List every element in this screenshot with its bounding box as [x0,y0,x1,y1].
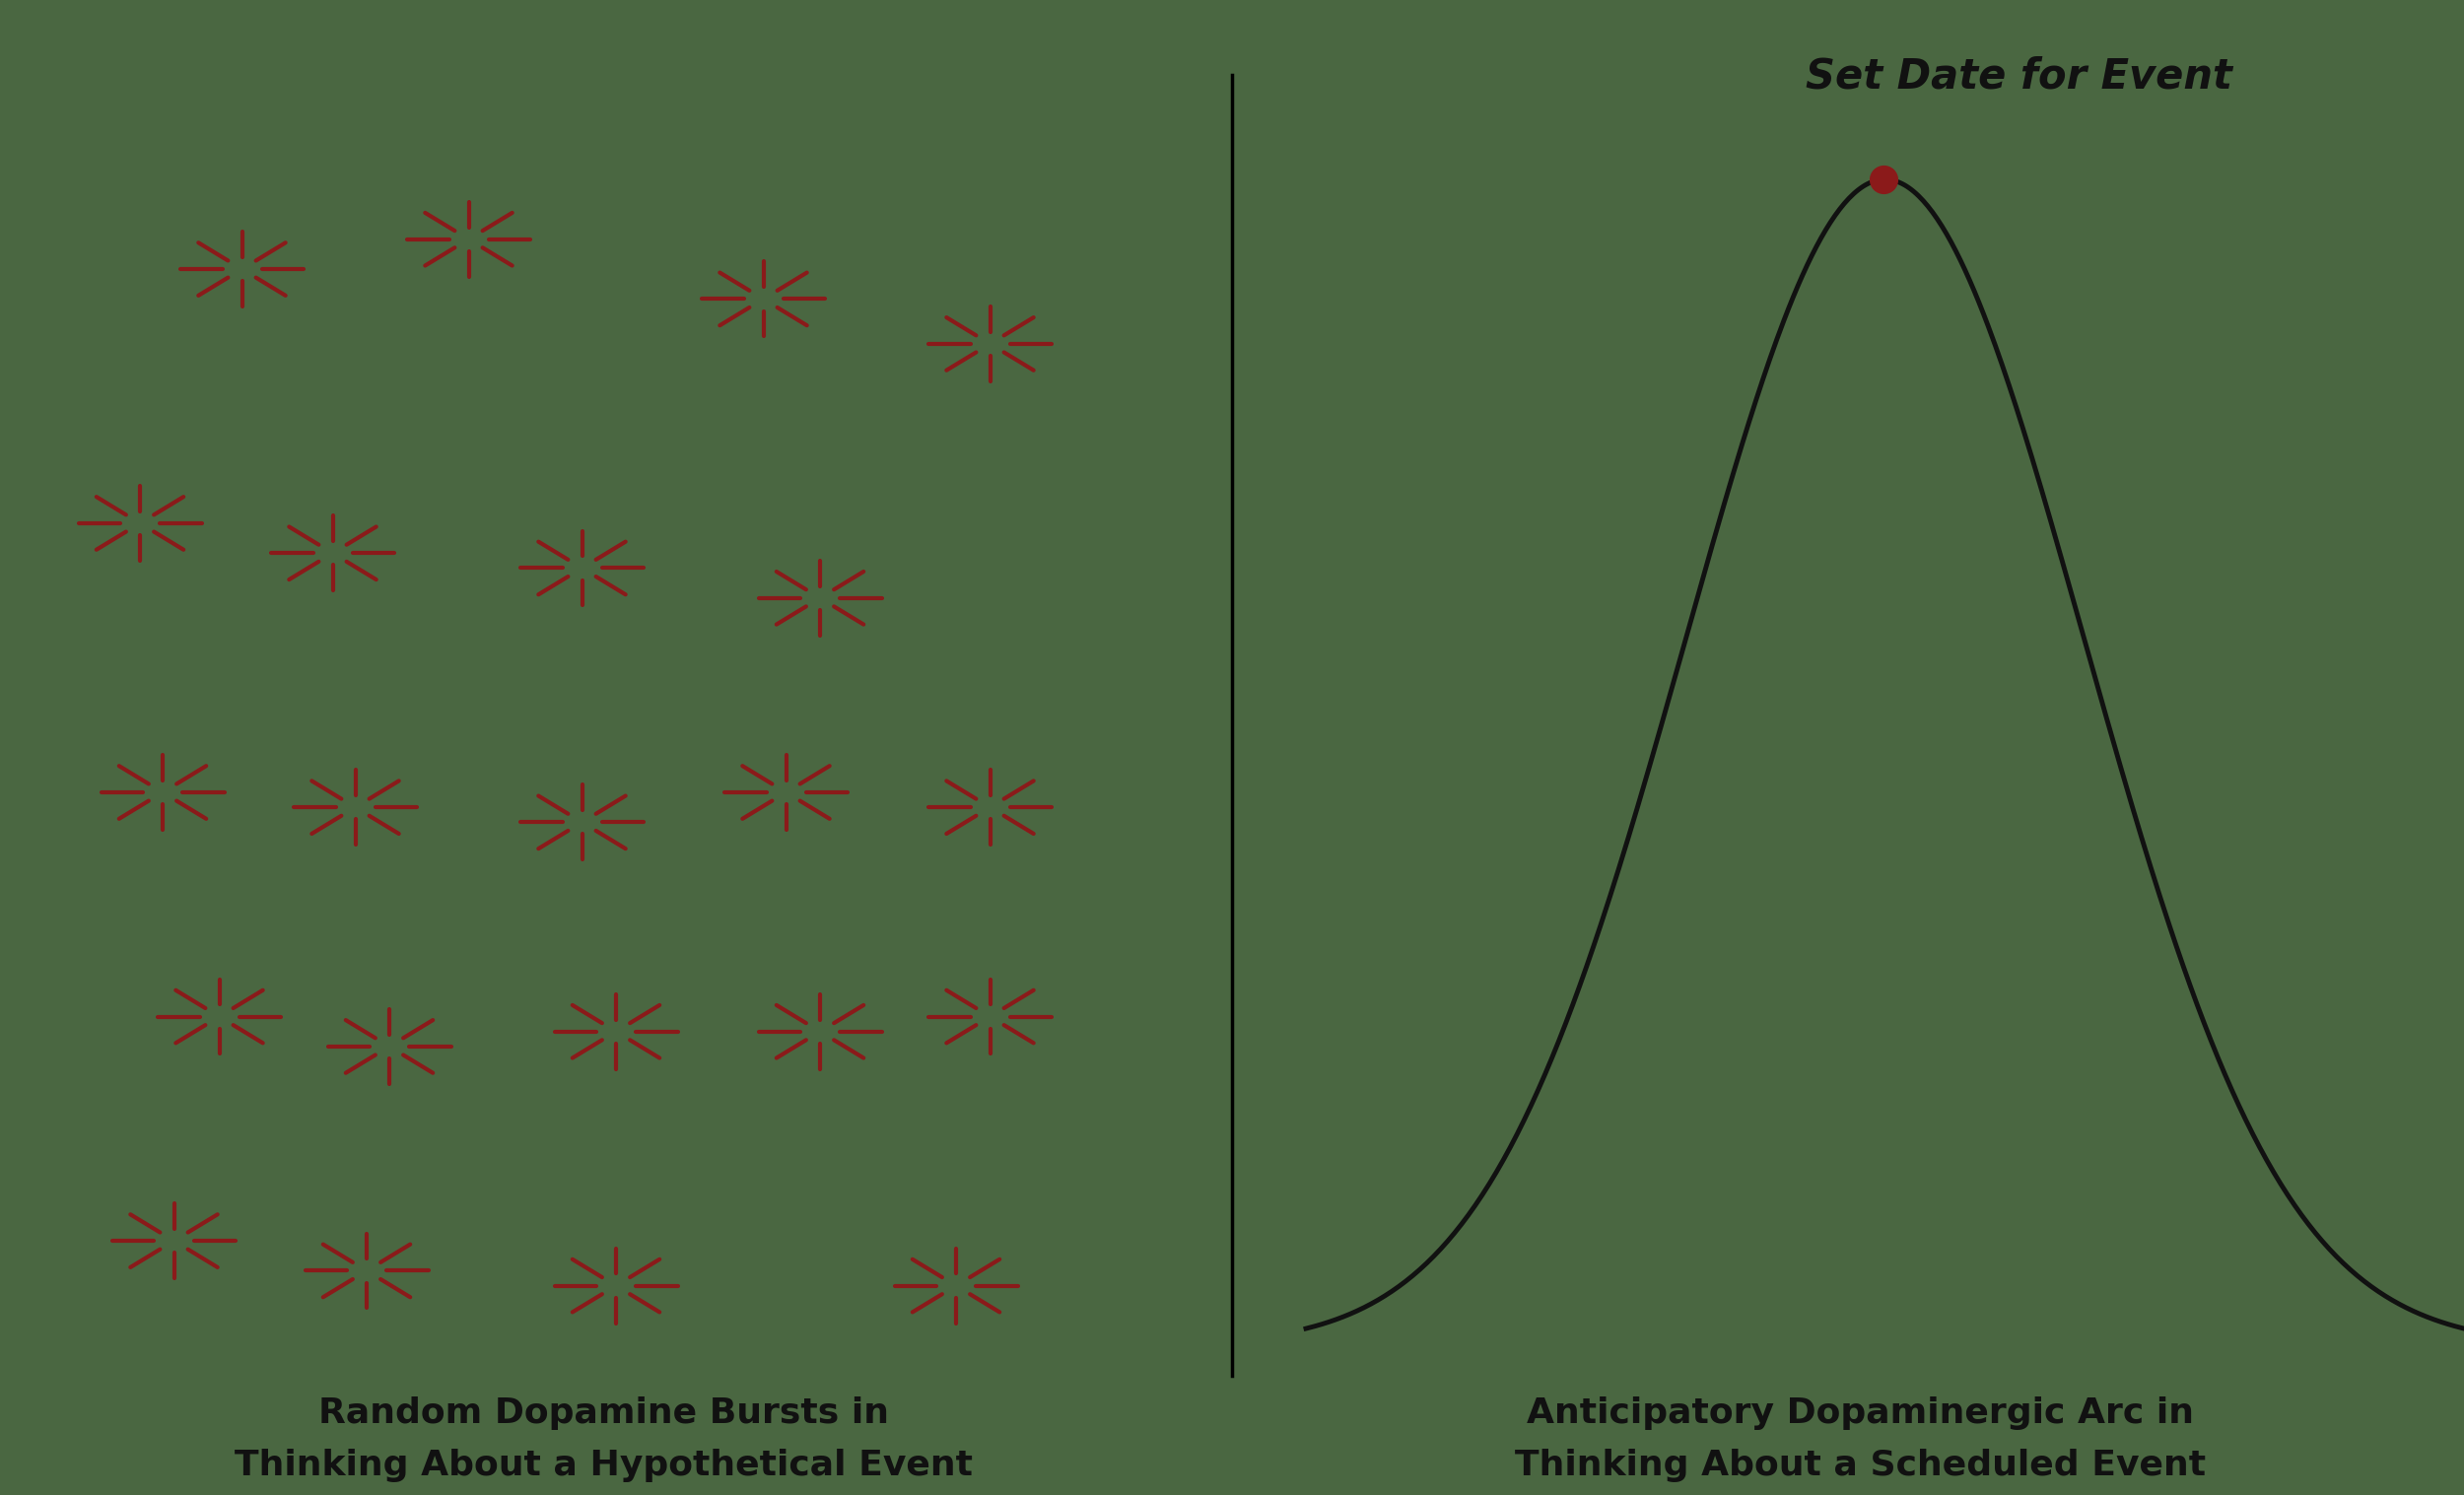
Text: Set Date for Event: Set Date for Event [1806,55,2232,97]
Text: Random Dopamine Bursts in: Random Dopamine Bursts in [318,1396,890,1429]
Text: Thinking About a Scheduled Event: Thinking About a Scheduled Event [1515,1449,2205,1482]
Text: Anticipatory Dopaminergic Arc in: Anticipatory Dopaminergic Arc in [1528,1396,2193,1429]
Text: Thinking About a Hypothetical Event: Thinking About a Hypothetical Event [234,1449,973,1482]
